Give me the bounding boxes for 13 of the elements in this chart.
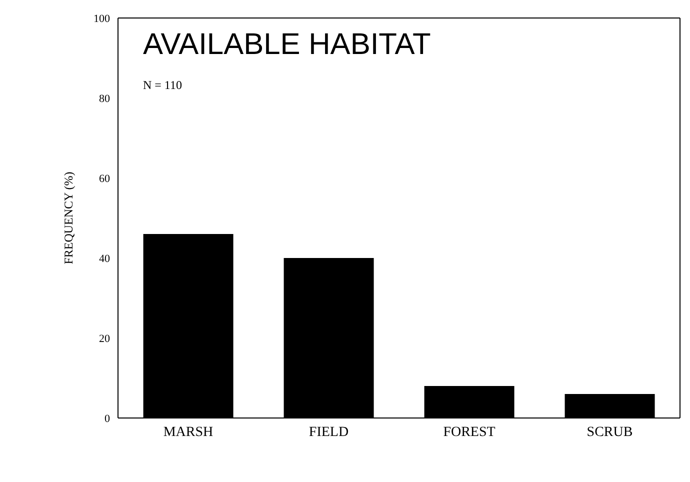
y-tick-label: 80 — [99, 92, 110, 105]
x-tick-label: FOREST — [443, 424, 496, 440]
x-tick-label: MARSH — [163, 424, 214, 440]
annotation: N = 110 — [143, 78, 182, 93]
y-axis-title: FREQUENCY (%) — [61, 172, 76, 264]
y-tick-label: 40 — [99, 252, 110, 265]
y-tick-label: 20 — [99, 332, 110, 345]
x-tick-label: SCRUB — [586, 424, 633, 440]
chart-title: AVAILABLE HABITAT — [143, 28, 431, 62]
x-tick-label: FIELD — [308, 424, 349, 440]
y-tick-label: 0 — [104, 412, 110, 425]
y-tick-label: 100 — [94, 12, 110, 25]
y-tick-label: 60 — [99, 172, 110, 185]
